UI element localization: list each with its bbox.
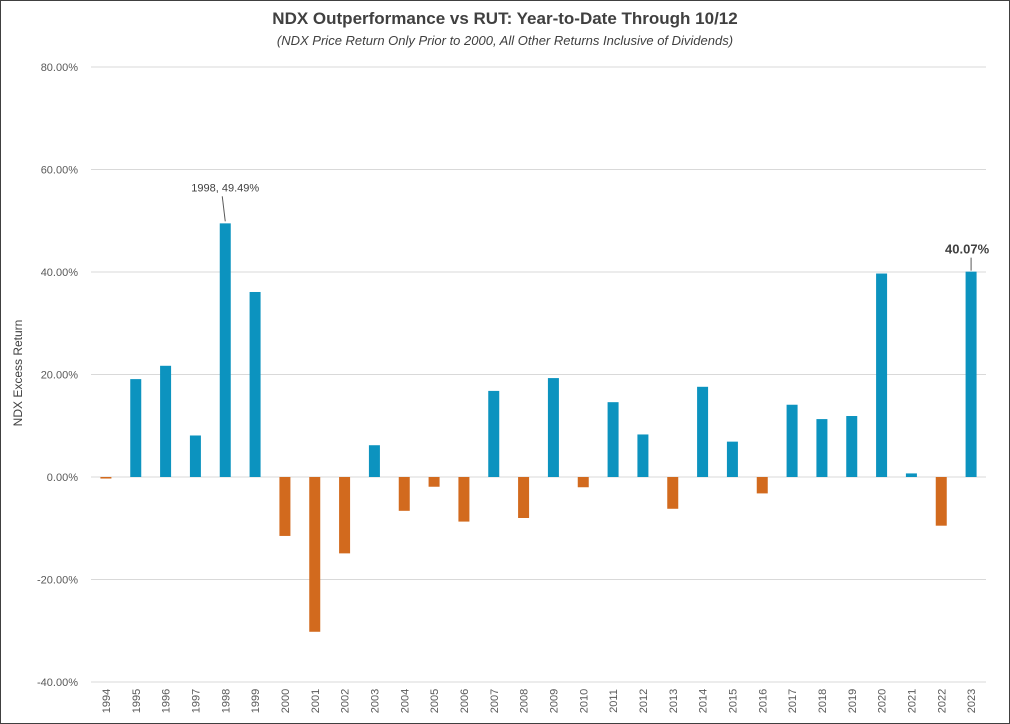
y-tick-label: 60.00%: [41, 165, 79, 177]
bar-2003: [368, 445, 380, 477]
bar-1996: [160, 365, 172, 477]
x-tick-label: 2005: [429, 689, 441, 713]
x-tick-label: 2002: [340, 689, 352, 713]
bar-2001: [309, 477, 321, 632]
bar-2021: [905, 473, 917, 477]
bar-2023: [965, 271, 977, 477]
x-tick-label: 2020: [877, 689, 889, 713]
x-tick-label: 2022: [936, 689, 948, 713]
bar-2012: [637, 434, 649, 477]
x-tick-label: 2019: [847, 689, 859, 713]
bar-2017: [786, 404, 798, 477]
bar-2019: [846, 416, 858, 477]
y-tick-labels: 80.00% 60.00% 40.00% 20.00% 0.00% -20.00% -40.…: [37, 62, 78, 689]
x-tick-label: 2000: [280, 689, 292, 713]
x-tick-label: 1996: [161, 689, 173, 713]
bar-2009: [547, 378, 559, 477]
y-tick-label: 40.00%: [41, 267, 79, 279]
x-tick-label: 1997: [190, 689, 202, 713]
y-tick-label: -20.00%: [37, 575, 78, 587]
bar-2007: [488, 390, 500, 477]
x-tick-label: 2004: [399, 689, 411, 713]
bar-2006: [458, 477, 470, 522]
x-tick-label: 1995: [131, 689, 143, 713]
x-tick-label: 2008: [519, 689, 531, 713]
x-tick-label: 2014: [698, 689, 710, 713]
x-tick-label: 2021: [906, 689, 918, 713]
bar-2018: [816, 419, 828, 477]
x-tick-label: 2012: [638, 689, 650, 713]
x-tick-label: 2006: [459, 689, 471, 713]
bar-2016: [756, 477, 768, 494]
annotation-label: 40.07%: [945, 242, 990, 257]
bar-1999: [249, 291, 261, 477]
y-axis-label: NDX Excess Return: [11, 320, 25, 427]
bar-2022: [935, 477, 947, 526]
x-tick-label: 2017: [787, 689, 799, 713]
bar-1995: [130, 379, 142, 477]
y-tick-label: 20.00%: [41, 370, 79, 382]
bar-1997: [189, 435, 201, 477]
x-tick-label: 1998: [220, 689, 232, 713]
bar-2008: [518, 477, 530, 518]
x-tick-label: 1999: [250, 689, 262, 713]
x-tick-labels: 1994 1995 1996 1997 1998 1999 2000 2001 2002 2003…: [101, 689, 978, 713]
bar-2013: [667, 477, 679, 509]
chart-title: NDX Outperformance vs RUT: Year-to-Date …: [272, 9, 737, 28]
x-tick-label: 2011: [608, 689, 620, 713]
bar-2004: [398, 477, 410, 511]
x-tick-label: 2018: [817, 689, 829, 713]
bar-2020: [876, 273, 888, 477]
bar-1994: [100, 477, 112, 479]
bars: [100, 223, 977, 632]
bar-2010: [577, 477, 589, 488]
bar-2000: [279, 477, 291, 536]
y-tick-label: -40.00%: [37, 677, 78, 689]
bar-1998: [219, 223, 231, 477]
x-tick-label: 2015: [727, 689, 739, 713]
x-tick-label: 2003: [369, 689, 381, 713]
x-tick-label: 2016: [757, 689, 769, 713]
x-tick-label: 2001: [310, 689, 322, 713]
y-tick-label: 80.00%: [41, 62, 79, 74]
y-tick-label: 0.00%: [47, 472, 78, 484]
grid-lines: [91, 66, 986, 683]
annotation-label: 1998, 49.49%: [191, 182, 259, 194]
annotations: 1998, 49.49% 40.07%: [191, 182, 990, 271]
annotation-leader: [221, 196, 226, 222]
x-tick-label: 2009: [548, 689, 560, 713]
x-tick-label: 1994: [101, 689, 113, 713]
bar-2014: [697, 386, 709, 477]
bar-2002: [339, 477, 351, 554]
chart-subtitle: (NDX Price Return Only Prior to 2000, Al…: [277, 33, 733, 48]
x-tick-label: 2007: [489, 689, 501, 713]
bar-2015: [726, 441, 738, 477]
x-tick-label: 2013: [668, 689, 680, 713]
x-tick-label: 2010: [578, 689, 590, 713]
bar-2011: [607, 402, 619, 477]
bar-2005: [428, 477, 440, 487]
x-tick-label: 2023: [966, 689, 978, 713]
